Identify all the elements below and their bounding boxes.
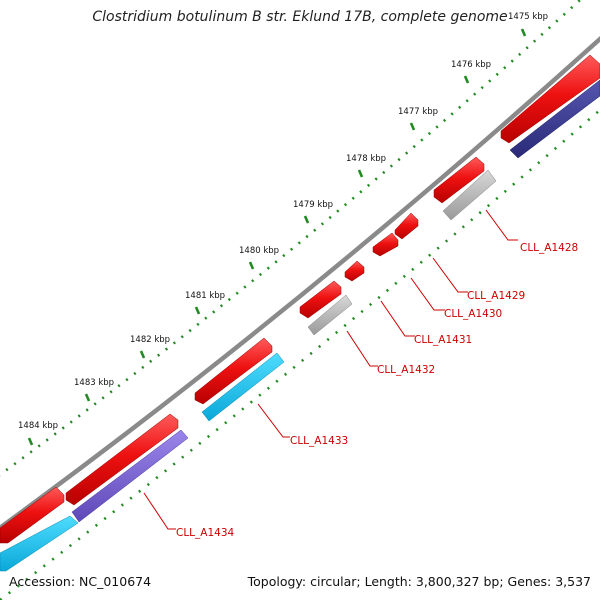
cds-block <box>201 352 285 422</box>
cds-block <box>509 79 600 159</box>
feature-arrow <box>194 337 273 405</box>
gene-label: CLL_A1431 <box>414 334 472 346</box>
gene-label: CLL_A1428 <box>520 242 578 254</box>
scale-labels: 1475 kbp 1476 kbp 1477 kbp 1478 kbp 1479… <box>18 12 548 431</box>
gene-labels: CLL_A1428 CLL_A1429 CLL_A1430 CLL_A1431 … <box>176 242 578 539</box>
feature-arrow <box>394 212 419 240</box>
scale-major-tick <box>357 169 364 178</box>
scale-label: 1481 kbp <box>185 291 225 301</box>
scale-major-tick <box>409 122 416 131</box>
scale-major-tick <box>303 215 310 224</box>
gene-label: CLL_A1434 <box>176 527 235 539</box>
feature-arrow <box>500 54 600 144</box>
feature-arrow <box>433 156 485 204</box>
leader-line <box>257 403 290 438</box>
cds-block <box>307 294 353 336</box>
outer-dotted-scale <box>0 0 581 477</box>
scale-label: 1477 kbp <box>398 107 438 117</box>
scale-major-tick <box>27 437 34 446</box>
leader-line <box>346 330 378 367</box>
scale-major-tick <box>248 261 255 270</box>
leader-line <box>380 300 415 337</box>
scale-label: 1480 kbp <box>239 246 279 256</box>
gene-label: CLL_A1433 <box>290 435 348 447</box>
scale-label: 1478 kbp <box>346 154 386 164</box>
scale-label: 1476 kbp <box>451 60 491 70</box>
scale-major-tick <box>84 393 91 402</box>
leader-line <box>410 277 445 311</box>
genome-backbone <box>0 35 600 531</box>
scale-label: 1482 kbp <box>130 335 170 345</box>
map-title: Clostridium botulinum B str. Eklund 17B,… <box>92 9 508 25</box>
accession-text: Accession: NC_010674 <box>9 574 152 589</box>
feature-arrow <box>299 280 342 319</box>
scale-major-tick <box>194 306 201 315</box>
cds-block <box>0 515 79 572</box>
feature-arrow <box>344 260 365 282</box>
feature-track-outer <box>0 54 600 544</box>
inner-dotted-scale <box>0 109 600 600</box>
scale-label: 1479 kbp <box>293 200 333 210</box>
leader-line <box>143 492 176 530</box>
genome-summary-text: Topology: circular; Length: 3,800,327 bp… <box>247 574 591 589</box>
feature-track-inner <box>0 79 600 572</box>
feature-arrow <box>0 486 65 544</box>
leader-line <box>485 209 518 241</box>
gene-label: CLL_A1429 <box>467 290 525 302</box>
gene-label: CLL_A1430 <box>444 308 502 320</box>
scale-major-ticks <box>27 28 527 446</box>
scale-label: 1483 kbp <box>74 378 114 388</box>
scale-major-tick <box>520 28 527 37</box>
cds-block <box>71 429 189 523</box>
gene-label: CLL_A1432 <box>377 364 435 376</box>
label-leaders <box>143 209 518 530</box>
scale-label: 1484 kbp <box>18 421 58 431</box>
scale-major-tick <box>463 75 470 84</box>
scale-label: 1475 kbp <box>508 12 548 22</box>
feature-arrow <box>65 413 179 506</box>
leader-line <box>432 257 468 293</box>
feature-arrow <box>372 232 399 257</box>
cds-block <box>442 169 497 221</box>
scale-major-tick <box>139 350 146 359</box>
